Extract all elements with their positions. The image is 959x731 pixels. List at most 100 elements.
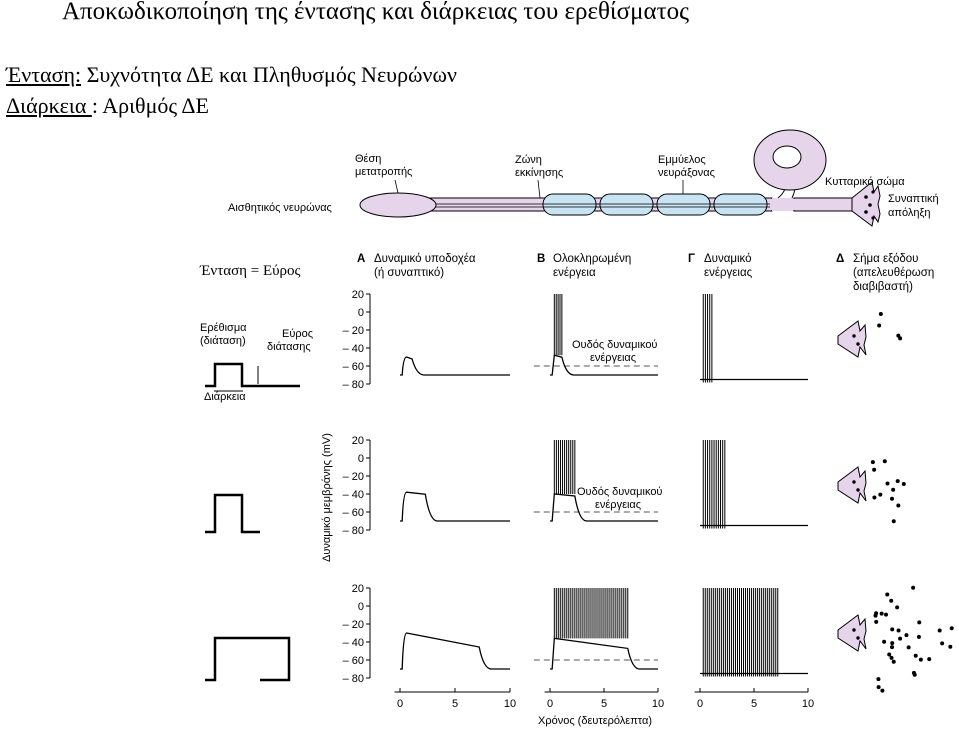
transduction-site-label-1: Θέση — [355, 153, 381, 165]
col-a-letter: Α — [357, 253, 365, 265]
y-tick-label: – 60 — [343, 361, 364, 373]
traces-layer: 20 0 – 20 – 40 – 60 – 80 20 0 – 20 – 40 – 60 – 80 20… — [205, 289, 954, 710]
duration-line: Διάρκεια : Αριθμός ΔΕ — [6, 93, 209, 119]
transmitter-dot — [876, 685, 881, 690]
y-tick-label: 0 — [358, 307, 364, 319]
integrated-trace — [550, 354, 658, 376]
vesicle — [856, 342, 860, 346]
transmitter-dot — [889, 655, 894, 660]
myelinated-axon-label-1: Εμμύελος — [658, 154, 706, 166]
transmitter-dot — [885, 592, 890, 597]
x-tick-label: 10 — [652, 698, 664, 710]
duration-label: Διάρκεια — [6, 93, 92, 118]
y-tick-label: – 80 — [343, 673, 364, 685]
col-d-line-2: (απελευθέρωση — [853, 267, 934, 279]
transmitter-dot — [890, 645, 895, 650]
col-g-letter: Γ — [688, 253, 695, 265]
myelinated-axon-label-2: νευράξονας — [658, 167, 715, 179]
amplitude-label-2: διάτασης — [267, 341, 311, 353]
transmitter-dot — [898, 636, 903, 641]
synaptic-terminal — [837, 320, 867, 358]
x-tick-label: 10 — [504, 698, 516, 710]
transmitter-dot — [870, 460, 875, 465]
intensity-text: Συχνότητα ΔΕ και Πληθυσμός Νευρώνων — [81, 62, 457, 87]
receptor-potential-trace — [400, 356, 510, 376]
y-tick-label: 20 — [352, 289, 364, 301]
transmitter-dot — [885, 481, 890, 486]
y-tick-label: 20 — [352, 435, 364, 447]
transmitter-dot — [904, 633, 909, 638]
threshold-label-r1-2: ενέργειας — [590, 352, 636, 364]
transmitter-dot — [872, 467, 877, 472]
col-b-line-1: Ολοκληρωμένη — [553, 253, 631, 265]
stimulus-pulse — [205, 493, 260, 534]
cell-body-label: Κυτταρικό σώμα — [825, 176, 905, 188]
transmitter-dot — [916, 634, 921, 639]
y-tick-label: – 20 — [343, 471, 364, 483]
transmitter-dot — [878, 492, 883, 497]
col-b-line-2: ενέργεια — [553, 267, 596, 279]
transduction-site-label-2: μετατροπής — [355, 166, 412, 178]
transmitter-dot — [896, 628, 901, 633]
y-tick-label: – 40 — [343, 637, 364, 649]
integrated-trace — [550, 637, 658, 670]
x-tick-label: 5 — [601, 698, 607, 710]
transmitter-dot — [913, 653, 918, 658]
transmitter-dot — [882, 459, 887, 464]
threshold-label-r2-1: Ουδός δυναμικού — [577, 486, 662, 498]
y-tick-label: 0 — [358, 601, 364, 613]
y-tick-label: – 20 — [343, 619, 364, 631]
transmitter-dot — [896, 503, 901, 508]
transmitter-dot — [872, 495, 877, 500]
vesicle — [856, 488, 860, 492]
transmitter-dot — [911, 585, 916, 590]
x-tick-label: 0 — [697, 698, 703, 710]
transmitter-dot — [906, 645, 911, 650]
y-tick-label: 0 — [358, 453, 364, 465]
intensity-label: Ένταση: — [6, 62, 82, 87]
transmitter-dot — [917, 620, 922, 625]
sensory-neuron-label: Αισθητικός νευρώνας — [228, 202, 332, 214]
stimulus-pulse — [205, 362, 300, 388]
vesicle — [852, 480, 856, 484]
transmitter-dot — [887, 652, 892, 657]
synaptic-ending-label-1: Συναπτική — [888, 193, 939, 205]
y-tick-label: 20 — [352, 583, 364, 595]
transmitter-dot — [874, 619, 879, 624]
x-tick-label: 10 — [802, 698, 814, 710]
transmitter-dot — [876, 677, 881, 682]
y-tick-label: – 20 — [343, 325, 364, 337]
intensity-equation: Ένταση = Εύρος — [199, 263, 301, 279]
amplitude-label-1: Εύρος — [282, 328, 313, 340]
x-tick-label: 0 — [397, 698, 403, 710]
y-tick-label: – 40 — [343, 343, 364, 355]
vesicle — [852, 334, 856, 338]
transmitter-dot — [918, 657, 923, 662]
threshold-label-r2-2: ενέργειας — [595, 499, 641, 511]
col-g-line-2: ενέργειας — [704, 267, 753, 279]
transmitter-dot — [890, 496, 895, 501]
y-tick-label: – 60 — [343, 507, 364, 519]
synaptic-ending-label-2: απόληξη — [888, 207, 931, 219]
col-d-letter: Δ — [836, 253, 844, 265]
y-tick-label: – 80 — [343, 525, 364, 537]
x-axis-label: Χρόνος (δευτερόλεπτα) — [538, 715, 652, 727]
y-tick-label: – 40 — [343, 489, 364, 501]
transmitter-dot — [927, 657, 932, 662]
vesicle — [856, 636, 860, 640]
col-a-line-2: (ή συναπτικό) — [374, 267, 444, 279]
y-axis-label: Δυναμικό μεμβράνης (mV) — [321, 433, 333, 562]
transmitter-dot — [874, 611, 879, 616]
trigger-zone-label-1: Ζώνη — [515, 154, 542, 166]
sensory-neuron-drawing — [359, 129, 881, 227]
col-a-line-1: Δυναμικό υποδοχέα — [374, 253, 476, 265]
duration-text: : Αριθμός ΔΕ — [91, 93, 209, 118]
transmitter-dot — [890, 641, 895, 646]
col-g-line-1: Δυναμικό — [704, 253, 752, 265]
transmitter-dot — [884, 612, 889, 617]
intensity-line: Ένταση: Συχνότητα ΔΕ και Πληθυσμός Νευρώ… — [6, 62, 457, 88]
transmitter-dot — [911, 670, 916, 675]
col-d-line-3: διαβιβαστή) — [853, 281, 913, 293]
transmitter-dot — [882, 639, 887, 644]
